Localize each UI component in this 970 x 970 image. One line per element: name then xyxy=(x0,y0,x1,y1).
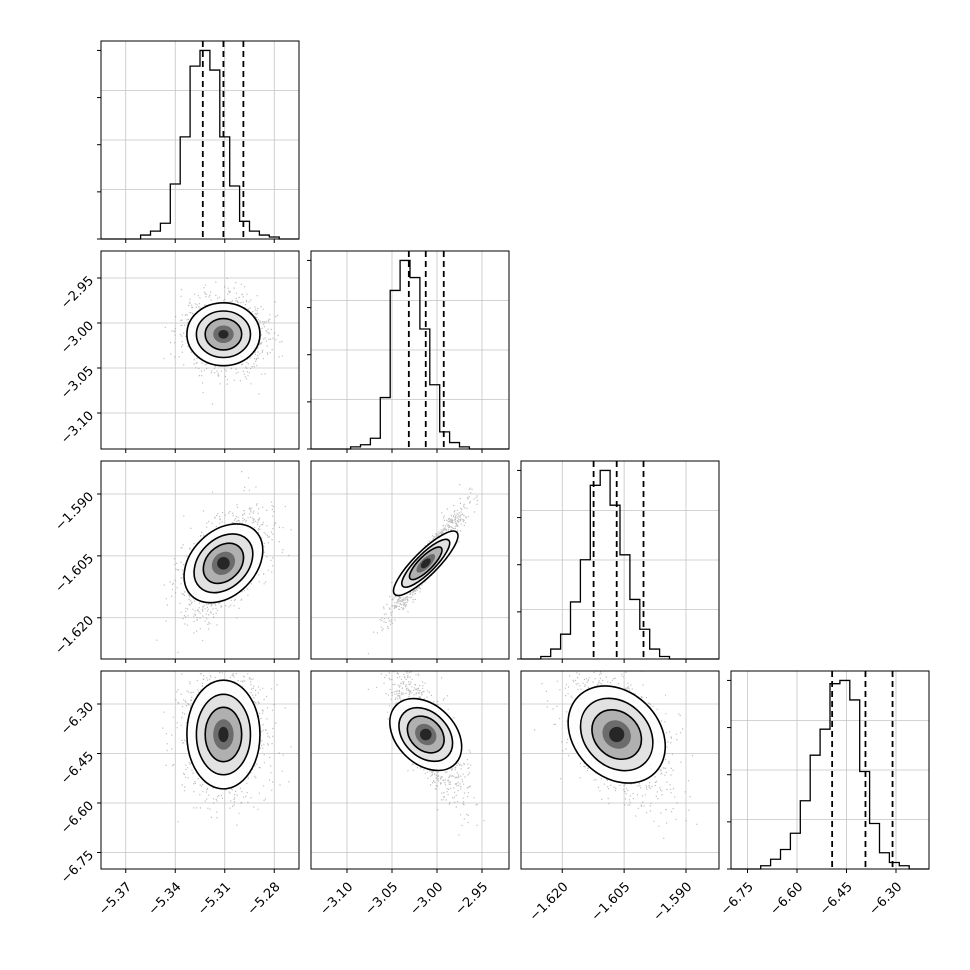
histogram-series-2 xyxy=(521,469,719,660)
panel-frame xyxy=(100,670,300,870)
x-tick-label: −5.37 xyxy=(96,880,135,919)
y-tick-label: −6.45 xyxy=(58,749,97,788)
y-tick-label: −3.05 xyxy=(58,363,97,402)
x-tick-label: −6.45 xyxy=(817,880,856,919)
y-tick-label: −3.00 xyxy=(58,318,97,357)
density-contour-4 xyxy=(218,329,229,339)
x-tick-label: −6.30 xyxy=(866,880,905,919)
density-contour-4 xyxy=(217,557,230,570)
y-tick-label: −2.95 xyxy=(58,273,97,312)
x-tick-label: −6.75 xyxy=(718,880,757,919)
panel-frame xyxy=(310,250,510,450)
y-tick-label: −6.30 xyxy=(58,699,97,738)
panel-frame xyxy=(520,460,720,660)
x-tick-label: −3.05 xyxy=(362,880,401,919)
y-tick-label: −1.605 xyxy=(52,551,97,596)
y-tick-label: −1.590 xyxy=(52,489,97,534)
y-tick-label: −1.620 xyxy=(52,613,97,658)
scatter-area xyxy=(101,671,299,869)
scatter-panel-2-0 xyxy=(97,460,300,663)
histogram-panel-1 xyxy=(307,250,510,450)
x-tick-label: −3.00 xyxy=(407,880,446,919)
scatter-panel-3-1 xyxy=(310,670,510,873)
scatter-panel-2-1 xyxy=(310,460,510,663)
histogram-series-3 xyxy=(731,679,929,870)
histogram-series-1 xyxy=(311,259,509,450)
scatter-panel-3-0 xyxy=(97,670,300,873)
histogram-panel-0 xyxy=(97,40,300,240)
panel-frame xyxy=(100,460,300,660)
y-tick-label: −6.60 xyxy=(58,798,97,837)
histogram-panel-3 xyxy=(727,670,930,870)
scatter-area xyxy=(311,461,509,659)
tick-labels: −5.37 −5.34 −5.31 −5.28 −3.10 −3.05 −3.00 −2.95… xyxy=(52,273,905,924)
panel-frame xyxy=(520,670,720,870)
y-tick-label: −3.10 xyxy=(58,408,97,447)
density-contour-4 xyxy=(420,558,431,569)
density-contour-4 xyxy=(609,726,625,743)
scatter-panel-1-0 xyxy=(97,250,300,453)
x-tick-label: −2.95 xyxy=(452,880,491,919)
density-contour-4 xyxy=(218,726,229,743)
x-tick-label: −1.605 xyxy=(589,880,634,925)
scatter-panel-3-2 xyxy=(520,670,720,873)
x-tick-label: −1.590 xyxy=(651,880,696,925)
y-tick-label: −6.75 xyxy=(58,848,97,887)
x-tick-label: −5.31 xyxy=(195,880,234,919)
scatter-area xyxy=(521,671,719,869)
x-tick-label: −5.34 xyxy=(146,880,185,919)
panel-frame xyxy=(730,670,930,870)
x-tick-label: −3.10 xyxy=(317,880,356,919)
x-tick-label: −5.28 xyxy=(245,880,284,919)
histogram-series-0 xyxy=(101,49,299,240)
panel-frame xyxy=(310,460,510,660)
histogram-panel-2 xyxy=(517,460,720,660)
panel-frame xyxy=(310,670,510,870)
panel-frame xyxy=(100,250,300,450)
density-contour-4 xyxy=(419,728,432,741)
scatter-area xyxy=(101,461,299,659)
x-tick-label: −6.60 xyxy=(767,880,806,919)
scatter-area xyxy=(101,251,299,449)
x-tick-label: −1.620 xyxy=(527,880,572,925)
panel-frame xyxy=(100,40,300,240)
scatter-area xyxy=(311,671,509,869)
